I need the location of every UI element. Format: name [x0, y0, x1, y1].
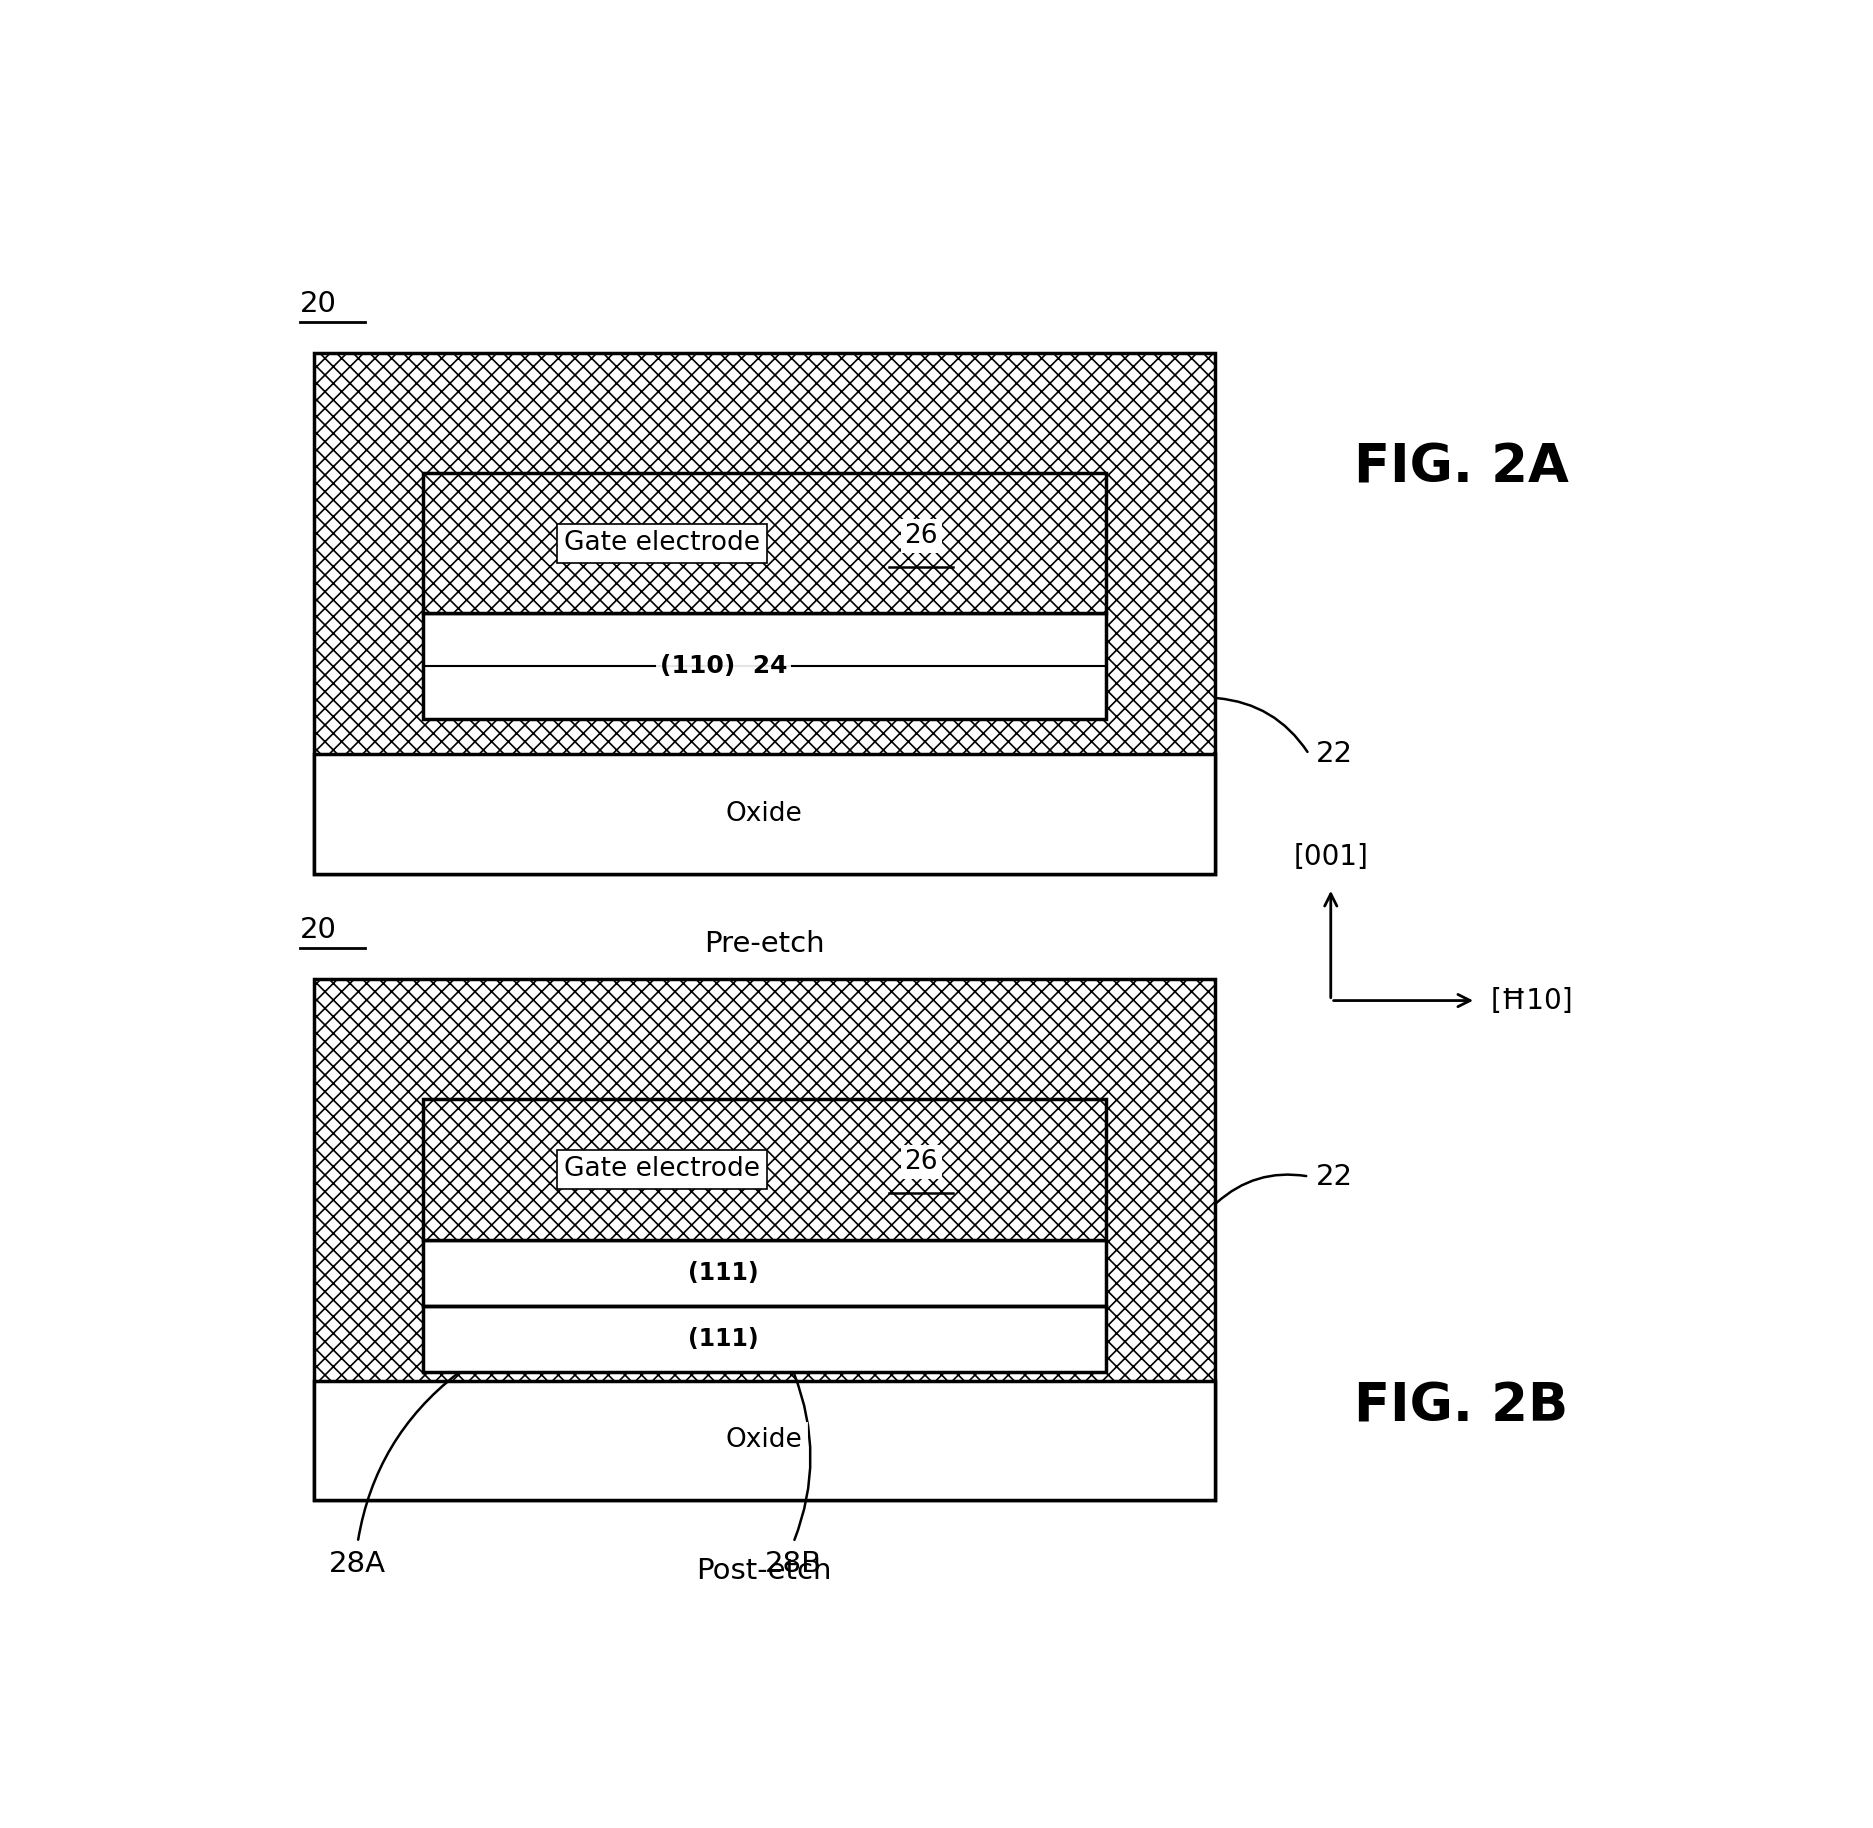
Bar: [423, 665, 1105, 718]
Text: [Ħ10]: [Ħ10]: [1489, 987, 1571, 1015]
Bar: [315, 1380, 1214, 1501]
Text: (110)  24: (110) 24: [659, 654, 787, 678]
Text: 28A: 28A: [330, 1550, 386, 1578]
Text: 20: 20: [300, 291, 337, 318]
Text: 22: 22: [1315, 740, 1352, 768]
Bar: [423, 473, 1105, 614]
Text: [001]: [001]: [1292, 843, 1367, 872]
Text: 28B: 28B: [764, 1550, 822, 1578]
Bar: [315, 755, 1214, 874]
Bar: [423, 614, 1105, 665]
Bar: [315, 980, 1214, 1501]
Text: Oxide: Oxide: [725, 1428, 802, 1453]
Text: Post-etch: Post-etch: [697, 1557, 832, 1585]
Bar: [315, 1380, 1214, 1501]
Text: Oxide: Oxide: [725, 801, 802, 826]
Text: (111): (111): [687, 1261, 759, 1285]
Text: FIG. 2A: FIG. 2A: [1354, 442, 1568, 494]
Bar: [423, 1099, 1105, 1239]
Text: (111): (111): [687, 1327, 759, 1351]
Bar: [423, 1239, 1105, 1305]
Text: 26: 26: [905, 523, 938, 548]
Bar: [315, 353, 1214, 874]
Text: 22: 22: [1315, 1163, 1352, 1190]
Bar: [423, 614, 1105, 718]
Bar: [315, 755, 1214, 874]
Text: 20: 20: [300, 916, 337, 945]
Text: Pre-etch: Pre-etch: [704, 930, 824, 958]
Bar: [423, 1239, 1105, 1305]
Text: FIG. 2B: FIG. 2B: [1354, 1380, 1568, 1433]
Text: 26: 26: [905, 1150, 938, 1175]
Text: Gate electrode: Gate electrode: [564, 1157, 760, 1183]
Text: Gate electrode: Gate electrode: [564, 530, 760, 556]
Bar: [423, 1305, 1105, 1373]
Bar: [423, 1305, 1105, 1373]
